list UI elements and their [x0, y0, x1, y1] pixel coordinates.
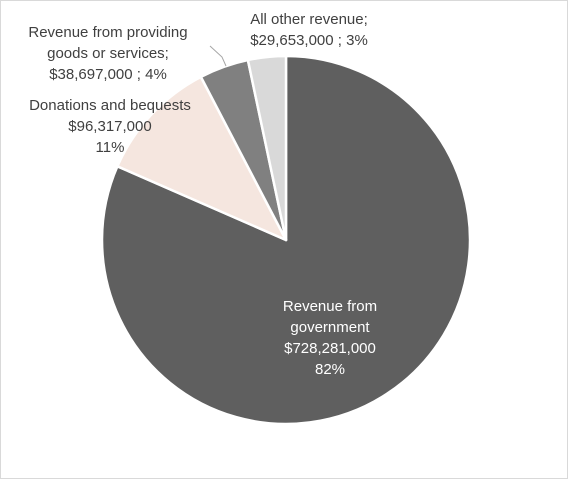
leader-line [209, 45, 227, 67]
slice-label-line: $29,653,000 ; 3% [250, 32, 368, 49]
slice-label-line: $728,281,000 [284, 340, 376, 357]
slice-label-line: Donations and bequests [29, 97, 191, 114]
slice-label-line: All other revenue; [250, 11, 368, 28]
slice-label: All other revenue; $29,653,000 ; 3% [250, 11, 368, 49]
slice-label: Revenue from government $728,281,000 82% [283, 298, 377, 378]
slice-label-line: goods or services; [47, 45, 169, 62]
pie-slice-donations-and-bequests [116, 75, 288, 242]
slice-labels: Revenue from government $728,281,000 82% Don… [28, 11, 377, 378]
slice-label-line: Revenue from providing [28, 24, 187, 41]
slice-label: Donations and bequests $96,317,000 11% [29, 97, 191, 156]
slice-label: Revenue from providing goods or services;… [28, 24, 187, 83]
slice-label-line: $96,317,000 [68, 118, 151, 135]
pie-slices [100, 54, 472, 426]
slice-label-line: Revenue from [283, 298, 377, 315]
slice-label-line: $38,697,000 ; 4% [49, 66, 167, 83]
slice-label-line: 82% [315, 361, 345, 378]
slice-label-line: government [290, 319, 370, 336]
pie-slice-all-other-revenue [246, 54, 288, 242]
leader-lines [209, 45, 227, 67]
slice-label-line: 11% [96, 139, 125, 156]
